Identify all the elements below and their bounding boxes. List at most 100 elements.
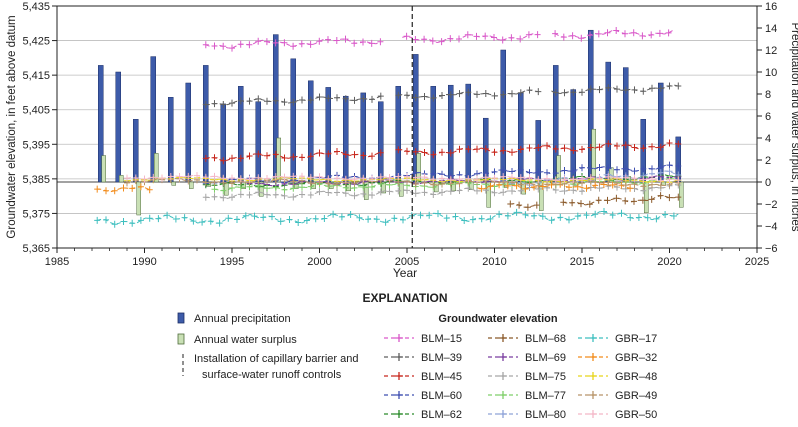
series-marker	[255, 37, 262, 45]
y-right-tick-label: 0	[765, 177, 771, 189]
series-marker	[360, 174, 367, 182]
series-marker	[570, 88, 577, 96]
series-marker	[525, 31, 532, 39]
series-marker	[377, 188, 384, 196]
series-marker	[368, 39, 375, 47]
x-tick-label: 2005	[395, 256, 419, 268]
series-marker	[465, 88, 472, 96]
legend-series-label: BLM–75	[525, 371, 566, 383]
series-marker	[631, 144, 638, 151]
series-marker	[526, 180, 533, 187]
series-marker	[496, 210, 503, 218]
series-marker	[246, 41, 253, 49]
series-marker	[421, 35, 428, 43]
series-marker	[190, 217, 197, 225]
legend-series-marker	[395, 334, 403, 342]
series-marker	[321, 215, 328, 222]
series-marker	[517, 89, 524, 97]
series-marker	[474, 187, 480, 195]
series-marker	[369, 175, 375, 183]
series-marker	[639, 196, 646, 204]
series-marker	[491, 148, 498, 156]
series-marker	[622, 181, 629, 189]
series-marker	[430, 175, 437, 183]
series-marker	[675, 162, 682, 170]
series-marker	[137, 183, 144, 191]
precipitation-bar	[255, 101, 261, 183]
series-marker	[369, 152, 375, 160]
series-marker	[439, 92, 445, 99]
series-marker	[129, 184, 136, 192]
series-marker	[412, 148, 419, 156]
series-marker	[94, 185, 101, 193]
legend-series-marker	[589, 353, 597, 361]
series-marker	[290, 172, 297, 180]
series-marker	[211, 154, 218, 162]
series-marker	[513, 208, 520, 216]
series-marker	[426, 211, 433, 219]
series-marker	[325, 150, 332, 158]
series-marker	[666, 139, 673, 147]
series-marker	[526, 174, 533, 182]
series-marker	[614, 85, 620, 93]
series-marker	[596, 164, 603, 171]
precipitation-bar	[395, 86, 401, 183]
y-axis-left-label: Groundwater elevation, in feet above dat…	[6, 15, 18, 238]
series-marker	[211, 185, 218, 193]
series-marker	[421, 149, 428, 156]
series-marker	[290, 42, 297, 50]
series-marker	[570, 147, 577, 154]
series-marker	[653, 215, 660, 223]
series-marker	[526, 86, 533, 94]
series-marker	[592, 181, 599, 189]
series-marker	[290, 98, 297, 106]
series-marker	[522, 211, 529, 219]
y-left-tick-label: 5,425	[22, 36, 50, 48]
series-marker	[535, 144, 542, 152]
legend-entry-gbr-50: GBR–50	[578, 409, 657, 421]
surplus-bar	[154, 153, 159, 183]
series-marker	[194, 172, 200, 180]
series-marker	[631, 174, 638, 182]
series-marker	[211, 172, 218, 180]
legend-entry-blm-60: BLM–60	[384, 390, 462, 402]
series-marker	[325, 189, 332, 196]
y-axis-right-label: Precipitation and water surplus, in inch…	[789, 22, 798, 231]
series-marker	[579, 187, 585, 195]
y-left-tick-label: 5,365	[22, 243, 50, 255]
series-marker	[531, 212, 538, 220]
series-marker	[517, 35, 524, 43]
series-marker	[202, 101, 209, 109]
series-marker	[666, 194, 673, 202]
series-marker	[299, 172, 305, 180]
series-marker	[491, 34, 497, 41]
series-marker	[509, 148, 515, 156]
series-marker	[167, 173, 174, 180]
series-marker	[229, 174, 235, 182]
series-marker	[237, 190, 244, 198]
series-marker	[482, 90, 489, 97]
series-marker	[146, 214, 153, 222]
series-blm-15	[202, 27, 674, 52]
series-marker	[299, 183, 305, 191]
series-marker	[103, 187, 109, 195]
series-marker	[456, 90, 463, 98]
series-marker	[155, 215, 162, 223]
surplus-bar	[276, 137, 281, 183]
precipitation-bar	[623, 67, 629, 183]
legend-entry-blm-69: BLM–69	[488, 352, 566, 364]
series-marker	[351, 151, 358, 159]
series-marker	[377, 38, 384, 46]
series-marker	[579, 88, 585, 96]
series-marker	[456, 35, 462, 43]
legend-series-marker	[589, 372, 597, 380]
series-marker	[120, 184, 127, 192]
series-marker	[395, 187, 402, 195]
series-marker	[552, 169, 559, 177]
grid-layer	[57, 5, 757, 249]
series-marker	[237, 154, 244, 162]
series-marker	[507, 200, 514, 208]
series-marker	[570, 167, 577, 175]
